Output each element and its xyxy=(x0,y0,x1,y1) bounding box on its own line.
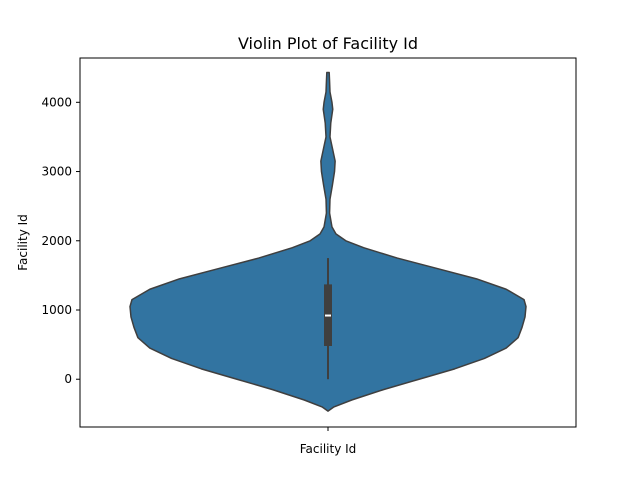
plot-area xyxy=(129,71,527,412)
y-tick-label: 3000 xyxy=(41,165,72,179)
x-axis: Facility Id xyxy=(300,427,357,456)
x-tick-label: Facility Id xyxy=(300,442,357,456)
y-tick-label: 2000 xyxy=(41,234,72,248)
y-tick-label: 0 xyxy=(64,372,72,386)
y-tick-label: 4000 xyxy=(41,95,72,109)
y-axis-label: Facility Id xyxy=(16,214,30,271)
violin-body xyxy=(129,71,527,412)
y-tick-label: 1000 xyxy=(41,303,72,317)
chart-title: Violin Plot of Facility Id xyxy=(238,34,418,53)
y-axis: 0 1000 2000 3000 4000 xyxy=(41,95,80,386)
